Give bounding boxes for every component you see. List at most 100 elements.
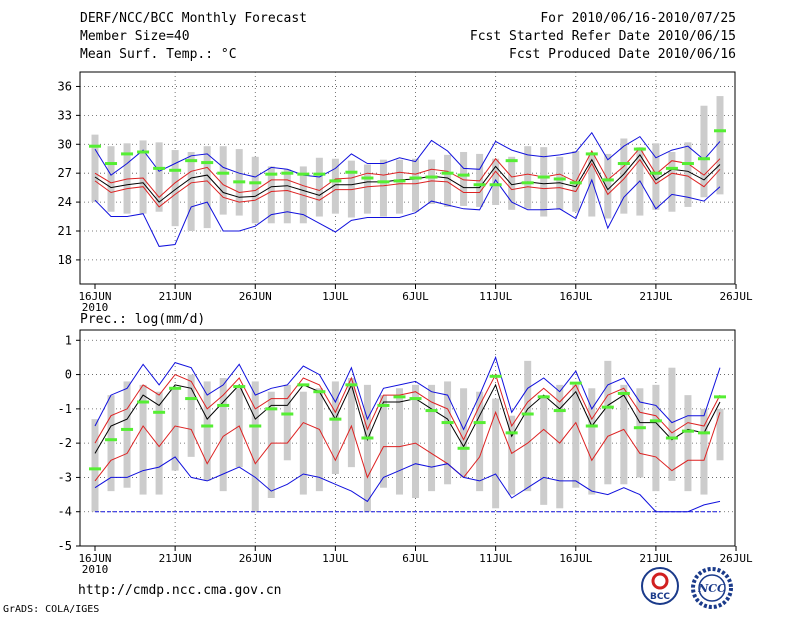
temp-xtick-label: 26JUN <box>239 290 272 303</box>
temp-median-marker <box>441 171 454 175</box>
prec-range-bar <box>588 388 596 495</box>
temp-range-bar <box>460 151 468 206</box>
temp-median-marker <box>393 179 406 183</box>
prec-xtick-label: 21JUL <box>639 552 672 565</box>
prec-range-bar <box>508 415 516 495</box>
temp-ytick-label: 30 <box>58 137 72 151</box>
temp-outer-upper-line <box>94 131 721 178</box>
prec-range-bar <box>556 384 564 509</box>
prec-ytick-label: -4 <box>58 505 72 519</box>
prec-range-bar <box>684 395 692 492</box>
prec-median-marker <box>681 429 694 433</box>
prec-inner-upper-line <box>94 373 721 444</box>
temp-xtick-label: 21JUL <box>639 290 672 303</box>
temp-inner-upper-line <box>94 147 721 199</box>
temp-range-bar <box>540 147 548 217</box>
prec-range-bar <box>203 381 211 481</box>
temp-median-marker <box>473 183 486 187</box>
prec-median-marker <box>665 436 678 440</box>
prec-median-marker <box>265 407 278 411</box>
prec-range-bar <box>347 378 355 468</box>
prec-xtick-label: 6JUL <box>402 552 429 565</box>
ncc-logo-inner <box>698 574 726 602</box>
temp-median-marker <box>521 181 534 185</box>
prec-median-marker <box>169 386 182 390</box>
prec-median-marker <box>217 403 230 407</box>
prec-median-marker <box>569 381 582 385</box>
variable-label: Mean Surf. Temp.: °C <box>80 47 237 62</box>
temp-range-bar <box>219 146 227 215</box>
temp-xtick-label: 26JUL <box>719 290 752 303</box>
prec-median-marker <box>233 385 246 389</box>
prec-range-bar <box>171 388 179 471</box>
prec-range-bar <box>716 408 724 461</box>
prec-ytick-label: -3 <box>58 470 72 484</box>
prec-median-marker <box>89 467 101 471</box>
prec-median-marker <box>633 426 646 430</box>
temp-median-marker <box>201 161 214 165</box>
prec-xtick-label: 21JUN <box>159 552 192 565</box>
prec-xtick-label: 16JUN <box>78 552 111 565</box>
prec-range-bar <box>636 388 644 478</box>
prec-median-marker <box>714 395 726 399</box>
temp-median-marker <box>169 168 182 172</box>
prec-median-marker <box>313 390 326 394</box>
prec-ensemble-mean-line <box>94 383 721 454</box>
prec-median-marker <box>137 400 150 404</box>
temp-median-marker <box>233 180 246 184</box>
prec-median-marker <box>649 419 662 423</box>
temp-range-bar <box>203 146 211 229</box>
prec-xtick-label: 26JUN <box>239 552 272 565</box>
prec-range-bar <box>315 388 323 492</box>
prec-range-bar <box>652 384 660 492</box>
temp-xtick-label: 1JUL <box>322 290 349 303</box>
temp-median-marker <box>697 157 710 161</box>
temp-median-marker <box>185 159 198 163</box>
prec-xtick-label: 16JUL <box>559 552 592 565</box>
temp-median-marker <box>313 172 326 176</box>
prec-range-bar <box>572 384 580 488</box>
temp-range-bar <box>492 158 500 205</box>
temp-range-bar <box>267 166 275 224</box>
prec-ytick-label: 0 <box>65 368 72 382</box>
prec-median-marker <box>105 438 118 442</box>
prec-median-marker <box>281 412 294 416</box>
source-url[interactable]: http://cmdp.ncc.cma.gov.cn <box>78 583 282 598</box>
prec-median-marker <box>617 391 630 395</box>
prec-median-marker <box>601 405 614 409</box>
prec-range-bar <box>444 381 452 485</box>
temp-median-marker <box>89 144 101 148</box>
temp-range-bar <box>508 156 516 210</box>
prec-median-marker <box>297 383 310 387</box>
temp-median-marker <box>329 179 342 183</box>
temp-range-bar <box>171 150 179 227</box>
prec-median-marker <box>441 421 454 425</box>
prec-median-marker <box>521 412 534 416</box>
temp-range-bar <box>155 142 163 212</box>
temp-ensemble-mean-line <box>94 154 721 203</box>
temp-median-marker <box>457 173 470 177</box>
prec-ytick-label: -2 <box>58 436 72 450</box>
forecast-start-date: Fcst Started Refer Date 2010/06/15 <box>469 29 736 44</box>
temp-median-marker <box>249 181 262 185</box>
temp-ytick-label: 18 <box>58 253 72 267</box>
prec-range-bar <box>155 391 163 495</box>
temp-median-marker <box>425 175 438 179</box>
temp-median-marker <box>714 129 726 133</box>
prec-range-bar <box>283 384 291 461</box>
temp-median-marker <box>345 170 358 174</box>
temp-median-marker <box>665 166 678 170</box>
temp-median-marker <box>585 152 598 156</box>
temp-median-marker <box>617 162 630 166</box>
temp-median-marker <box>649 171 662 175</box>
temp-xtick-label: 6JUL <box>402 290 429 303</box>
prec-range-bar <box>139 384 147 495</box>
prec-median-marker <box>329 417 342 421</box>
temp-ytick-label: 27 <box>58 166 72 180</box>
prec-median-marker <box>345 383 358 387</box>
temp-range-bar <box>315 157 323 217</box>
prec-range-bar <box>267 391 275 498</box>
temp-median-marker <box>265 172 278 176</box>
chart-title: DERF/NCC/BCC Monthly Forecast <box>80 11 307 26</box>
temp-xtick-label: 11JUL <box>479 290 512 303</box>
